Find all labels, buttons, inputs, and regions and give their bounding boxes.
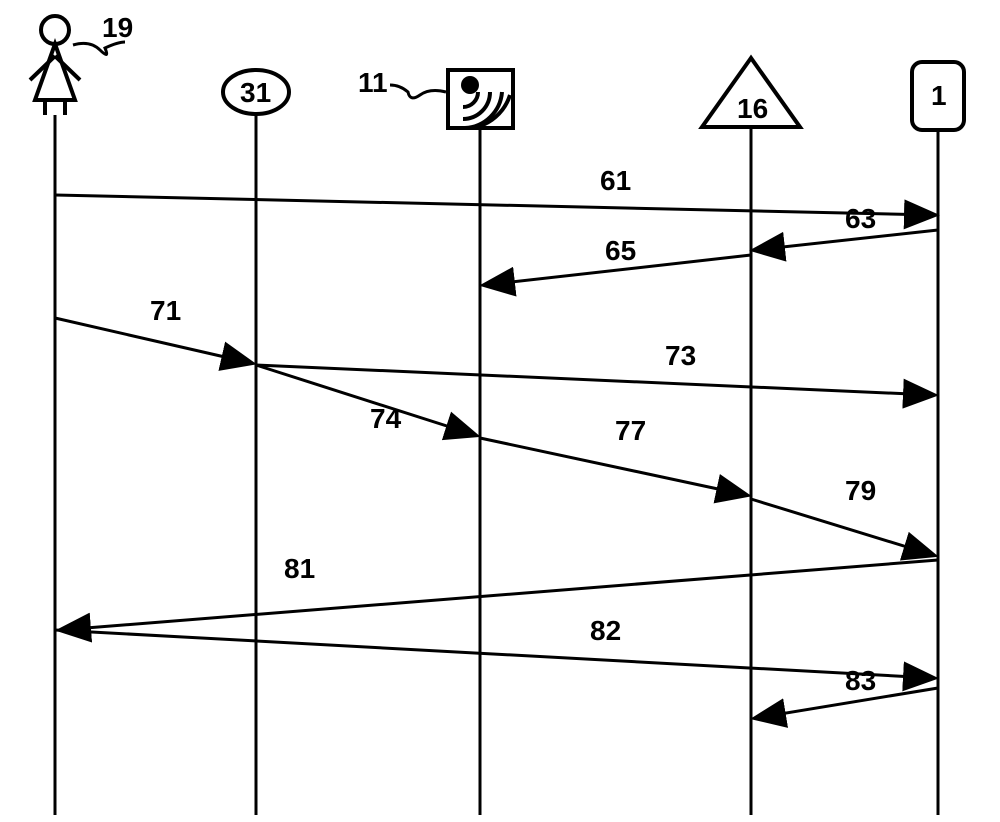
msg-label-77: 77 — [615, 415, 646, 446]
msg-label-82: 82 — [590, 615, 621, 646]
actor-label-31: 31 — [240, 77, 271, 108]
msg-label-74: 74 — [370, 403, 402, 434]
actor-sensor-icon — [448, 70, 513, 128]
callout-19: 19 — [73, 12, 133, 55]
msg-label-83: 83 — [845, 665, 876, 696]
callout-11: 11 — [358, 67, 446, 98]
actor-label-1: 1 — [931, 80, 947, 111]
msg-label-73: 73 — [665, 340, 696, 371]
actor-triangle-icon: 16 — [702, 58, 800, 127]
msg-label-71: 71 — [150, 295, 181, 326]
msg-label-65: 65 — [605, 235, 636, 266]
actor-label-16: 16 — [737, 93, 768, 124]
actor-label-19: 19 — [102, 12, 133, 43]
msg-label-63: 63 — [845, 203, 876, 234]
msg-label-61: 61 — [600, 165, 631, 196]
actor-label-11: 11 — [358, 67, 388, 98]
msg-label-81: 81 — [284, 553, 315, 584]
actor-rect-icon: 1 — [912, 62, 964, 130]
actor-person-icon — [30, 16, 80, 115]
messages: 61 63 65 71 73 74 77 79 81 — [55, 165, 938, 718]
msg-label-79: 79 — [845, 475, 876, 506]
sequence-diagram: 19 31 11 16 1 — [0, 0, 1000, 822]
actor-oval-icon: 31 — [223, 70, 289, 114]
